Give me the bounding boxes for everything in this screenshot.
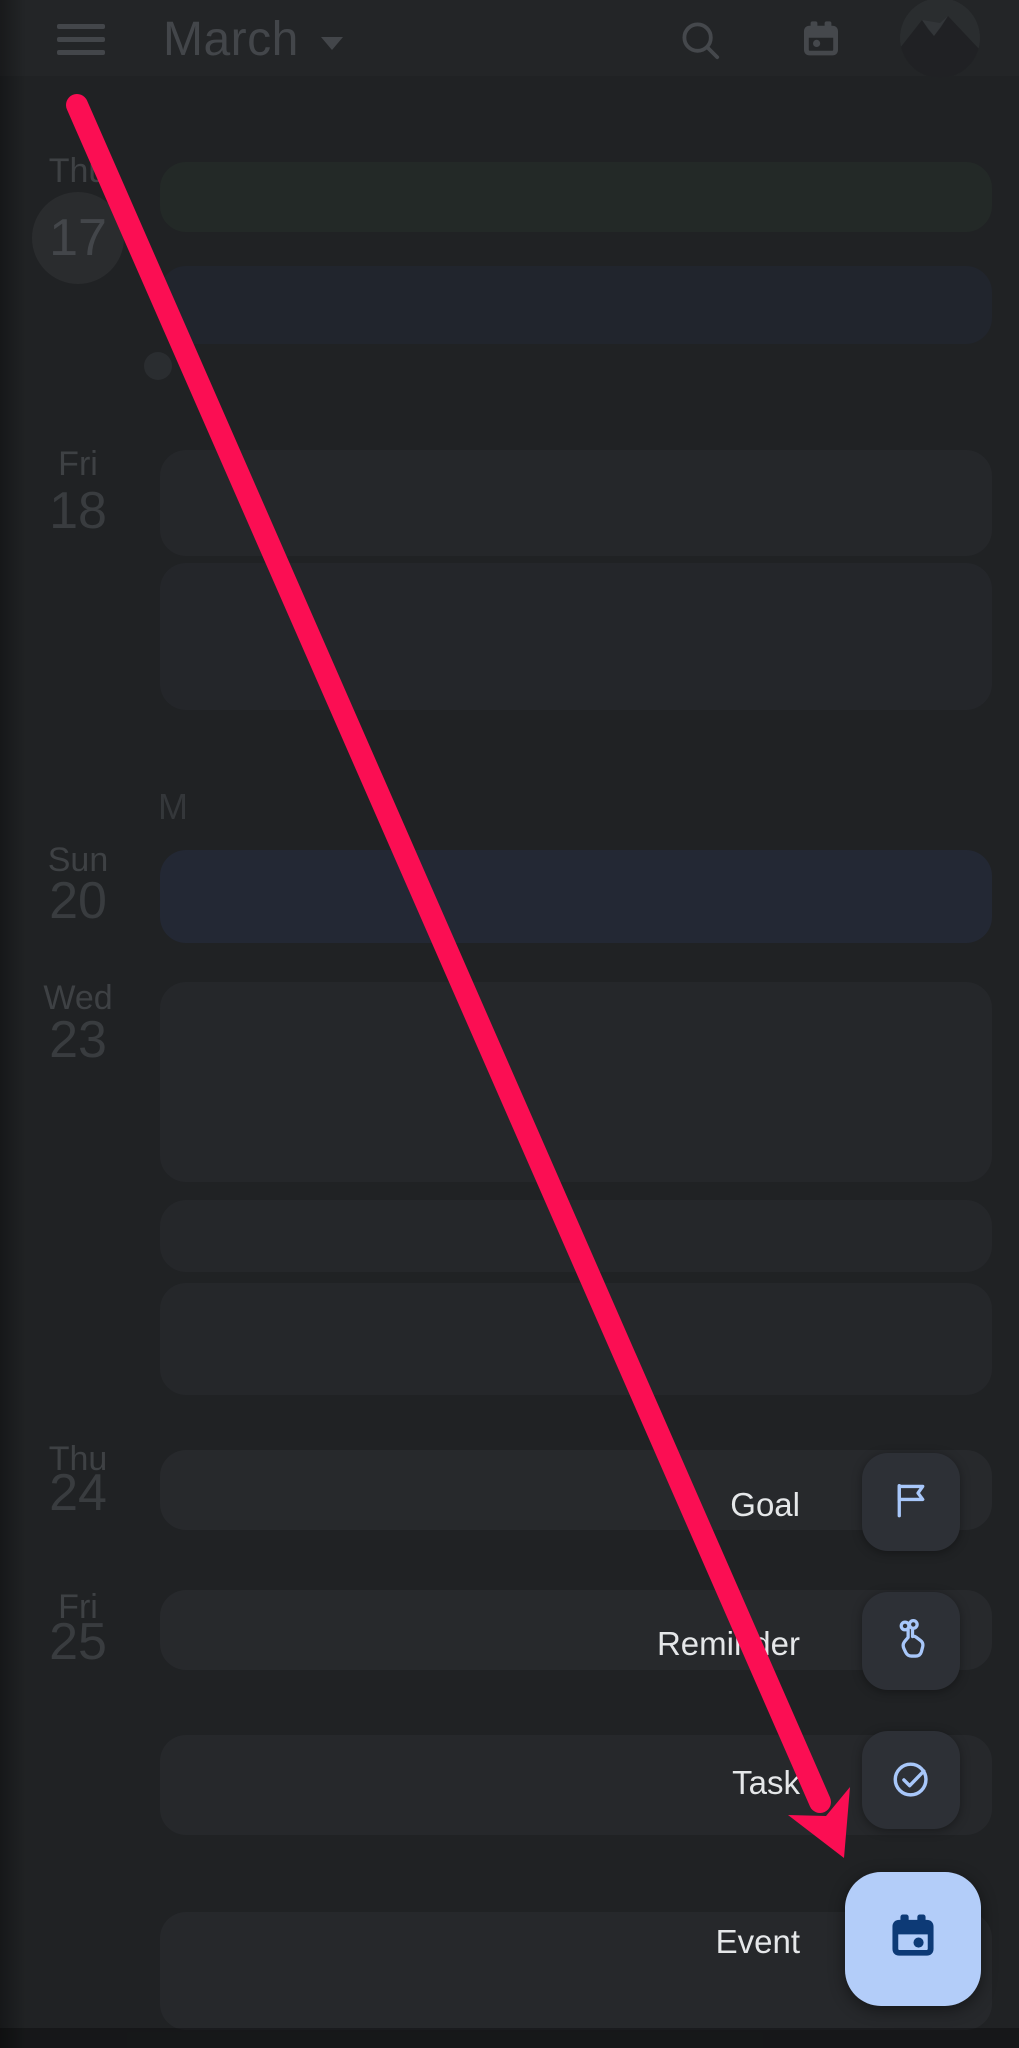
reminder-button[interactable]: [862, 1592, 960, 1690]
app-bar: March: [0, 0, 1019, 78]
task-check-icon: [888, 1755, 934, 1806]
flag-icon: [889, 1478, 933, 1527]
avatar[interactable]: [900, 0, 980, 78]
goal-button[interactable]: [862, 1453, 960, 1551]
page-title: March: [163, 13, 299, 66]
event-calendar-icon: [884, 1908, 942, 1971]
calendar-today-icon[interactable]: [797, 16, 845, 64]
fab-label-event[interactable]: Event: [715, 1923, 800, 1960]
chevron-down-icon: [320, 36, 343, 50]
event-button[interactable]: [845, 1872, 981, 2006]
fab-label-goal[interactable]: Goal: [730, 1486, 800, 1523]
menu-icon[interactable]: [57, 24, 105, 56]
bottom-edge-shade: [0, 2028, 1019, 2048]
fab-label-reminder[interactable]: Reminder: [656, 1625, 800, 1662]
search-icon[interactable]: [676, 16, 724, 64]
left-edge-shade: [0, 0, 26, 2048]
fab-label-task[interactable]: Task: [732, 1764, 800, 1801]
month-selector[interactable]: March: [163, 14, 343, 66]
reminder-hand-icon: [888, 1616, 934, 1667]
task-button[interactable]: [862, 1731, 960, 1829]
